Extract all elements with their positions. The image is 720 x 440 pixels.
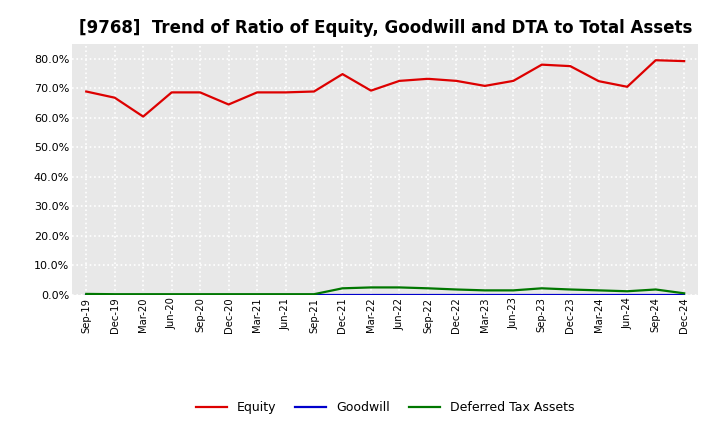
Goodwill (452, 292, 461, 297)
Goodwill (395, 292, 404, 297)
Equity (139, 114, 148, 119)
Equity (623, 84, 631, 89)
Deferred Tax Assets (566, 287, 575, 292)
Goodwill (338, 292, 347, 297)
Goodwill (566, 292, 575, 297)
Equity (680, 59, 688, 64)
Deferred Tax Assets (310, 292, 318, 297)
Deferred Tax Assets (139, 292, 148, 297)
Goodwill (82, 292, 91, 297)
Goodwill (282, 292, 290, 297)
Deferred Tax Assets (509, 288, 518, 293)
Deferred Tax Assets (282, 292, 290, 297)
Deferred Tax Assets (167, 292, 176, 297)
Deferred Tax Assets (623, 289, 631, 294)
Equity (566, 63, 575, 69)
Equity (366, 88, 375, 93)
Goodwill (680, 292, 688, 297)
Goodwill (366, 292, 375, 297)
Title: [9768]  Trend of Ratio of Equity, Goodwill and DTA to Total Assets: [9768] Trend of Ratio of Equity, Goodwil… (78, 19, 692, 37)
Deferred Tax Assets (480, 288, 489, 293)
Deferred Tax Assets (680, 291, 688, 296)
Equity (452, 78, 461, 84)
Goodwill (652, 292, 660, 297)
Goodwill (509, 292, 518, 297)
Deferred Tax Assets (366, 285, 375, 290)
Goodwill (310, 292, 318, 297)
Deferred Tax Assets (253, 292, 261, 297)
Equity (196, 90, 204, 95)
Equity (595, 78, 603, 84)
Equity (652, 58, 660, 63)
Deferred Tax Assets (338, 286, 347, 291)
Equity (110, 95, 119, 100)
Deferred Tax Assets (595, 288, 603, 293)
Equity (338, 71, 347, 77)
Goodwill (167, 292, 176, 297)
Deferred Tax Assets (537, 286, 546, 291)
Equity (225, 102, 233, 107)
Goodwill (537, 292, 546, 297)
Equity (82, 89, 91, 94)
Deferred Tax Assets (395, 285, 404, 290)
Equity (423, 76, 432, 81)
Equity (480, 83, 489, 88)
Goodwill (595, 292, 603, 297)
Deferred Tax Assets (652, 287, 660, 292)
Deferred Tax Assets (82, 291, 91, 297)
Equity (509, 78, 518, 84)
Goodwill (253, 292, 261, 297)
Goodwill (110, 292, 119, 297)
Equity (395, 78, 404, 84)
Goodwill (225, 292, 233, 297)
Line: Deferred Tax Assets: Deferred Tax Assets (86, 287, 684, 294)
Equity (310, 89, 318, 94)
Deferred Tax Assets (423, 286, 432, 291)
Line: Equity: Equity (86, 60, 684, 117)
Equity (167, 90, 176, 95)
Deferred Tax Assets (452, 287, 461, 292)
Equity (537, 62, 546, 67)
Goodwill (139, 292, 148, 297)
Equity (282, 90, 290, 95)
Equity (253, 90, 261, 95)
Legend: Equity, Goodwill, Deferred Tax Assets: Equity, Goodwill, Deferred Tax Assets (191, 396, 580, 419)
Deferred Tax Assets (196, 292, 204, 297)
Deferred Tax Assets (225, 292, 233, 297)
Goodwill (423, 292, 432, 297)
Goodwill (623, 292, 631, 297)
Goodwill (480, 292, 489, 297)
Deferred Tax Assets (110, 292, 119, 297)
Goodwill (196, 292, 204, 297)
